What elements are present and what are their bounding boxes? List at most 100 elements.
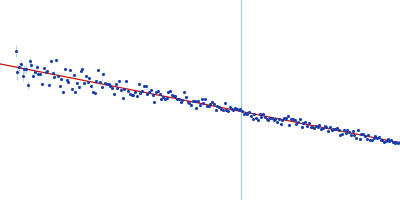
Point (132, 90, 138, 94)
Point (74, 82, 80, 85)
Point (230, 108, 236, 112)
Point (125, 89, 131, 93)
Point (207, 103, 214, 106)
Point (262, 116, 268, 119)
Point (46, 84, 52, 87)
Point (172, 94, 178, 98)
Point (279, 118, 286, 122)
Point (284, 115, 291, 118)
Point (97, 80, 103, 84)
Point (393, 140, 400, 144)
Point (397, 140, 400, 143)
Point (316, 123, 322, 126)
Point (197, 104, 203, 107)
Point (242, 112, 249, 115)
Point (351, 134, 358, 137)
Point (306, 122, 312, 125)
Point (190, 99, 196, 102)
Point (342, 131, 349, 134)
Point (372, 135, 379, 138)
Point (188, 103, 194, 106)
Point (218, 107, 224, 110)
Point (98, 85, 105, 88)
Point (109, 86, 116, 89)
Point (84, 81, 91, 84)
Point (56, 84, 63, 88)
Point (278, 122, 284, 125)
Point (249, 117, 256, 120)
Point (183, 96, 189, 99)
Point (286, 123, 293, 126)
Point (312, 124, 319, 127)
Point (184, 101, 191, 104)
Point (26, 59, 33, 63)
Point (288, 118, 294, 121)
Point (23, 67, 30, 71)
Point (239, 109, 245, 112)
Point (265, 118, 272, 122)
Point (195, 100, 201, 103)
Point (198, 97, 205, 100)
Point (28, 63, 35, 67)
Point (241, 112, 247, 115)
Point (364, 138, 370, 141)
Point (90, 91, 96, 94)
Point (258, 116, 264, 119)
Point (116, 80, 122, 83)
Point (70, 73, 77, 76)
Point (367, 138, 373, 141)
Point (360, 132, 366, 135)
Point (121, 87, 128, 91)
Point (292, 118, 298, 121)
Point (384, 138, 391, 141)
Point (193, 106, 200, 109)
Point (348, 133, 354, 136)
Point (155, 90, 161, 93)
Point (206, 104, 212, 108)
Point (274, 121, 280, 124)
Point (111, 92, 117, 95)
Point (358, 132, 364, 135)
Point (293, 123, 300, 126)
Point (200, 102, 207, 105)
Point (179, 98, 186, 102)
Point (181, 90, 187, 94)
Point (83, 74, 89, 77)
Point (62, 68, 68, 71)
Point (146, 90, 152, 93)
Point (216, 105, 222, 109)
Point (228, 108, 235, 111)
Point (307, 126, 314, 129)
Point (370, 137, 377, 140)
Point (107, 85, 114, 88)
Point (335, 129, 342, 132)
Point (267, 117, 273, 120)
Point (323, 125, 330, 129)
Point (281, 117, 287, 120)
Point (144, 92, 150, 95)
Point (339, 133, 345, 136)
Point (95, 69, 101, 72)
Point (355, 129, 361, 132)
Point (135, 83, 142, 86)
Point (126, 92, 133, 95)
Point (221, 101, 228, 104)
Point (60, 91, 66, 94)
Point (321, 124, 328, 127)
Point (114, 86, 121, 89)
Point (362, 134, 368, 137)
Point (86, 77, 92, 80)
Point (235, 108, 242, 111)
Point (35, 72, 42, 75)
Point (309, 126, 316, 129)
Point (328, 129, 335, 132)
Point (248, 115, 254, 118)
Point (106, 82, 112, 86)
Point (350, 130, 356, 133)
Point (269, 117, 275, 120)
Point (44, 69, 50, 73)
Point (162, 97, 168, 100)
Point (369, 138, 375, 141)
Point (353, 137, 359, 140)
Point (344, 128, 350, 132)
